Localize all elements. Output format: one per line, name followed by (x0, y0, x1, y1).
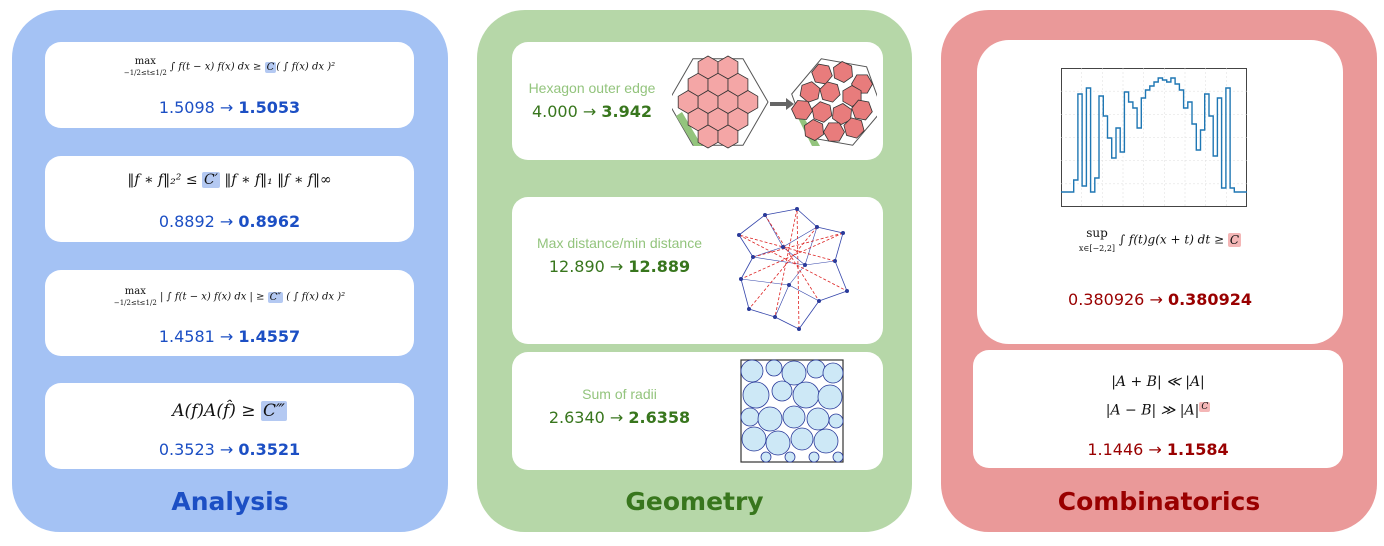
combinatorics-formula-2a: |A + B| ≪ |A| (1111, 374, 1205, 390)
constant-c-prime: C′ (202, 172, 220, 188)
combinatorics-panel: sup x∈[−2,2] ∫ f(t)g(x + t) dt ≥ C 0.380… (941, 10, 1377, 532)
hexagon-packing-illustration (672, 55, 877, 149)
geometry-label-3: Sum of radii (582, 386, 657, 402)
geometry-card-radii: Sum of radii 2.6340 → 2.6358 (512, 352, 883, 470)
hexagon-packing-after (791, 58, 877, 146)
point-configuration-illustration (737, 207, 849, 331)
constant-c-exponent: C (1199, 402, 1211, 412)
geometry-result-2: 12.890 → 12.889 (548, 257, 691, 276)
constant-c-triple-prime: C‴ (260, 401, 287, 421)
analysis-card-3: max −1/2≤t≤1/2 | ∫ f(t − x) f(x) dx | ≥ … (45, 270, 414, 356)
analysis-formula-2: ‖f ∗ f‖₂² ≤ C′ ‖f ∗ f‖₁ ‖f ∗ f‖∞ (127, 172, 332, 188)
analysis-result-1: 1.5098 → 1.5053 (158, 98, 301, 117)
analysis-result-3: 1.4581 → 1.4557 (158, 327, 301, 346)
analysis-title: Analysis (171, 487, 289, 516)
geometry-card-distance: Max distance/min distance 12.890 → 12.88… (512, 197, 883, 344)
combinatorics-result-2: 1.1446 → 1.1584 (1087, 440, 1229, 459)
geometry-panel: Hexagon outer edge 4.000 → 3.942 Max dis… (477, 10, 912, 532)
combinatorics-formula-1: sup x∈[−2,2] ∫ f(t)g(x + t) dt ≥ C (1078, 226, 1242, 253)
analysis-formula-1: max −1/2≤t≤1/2 ∫ f(t − x) f(x) dx ≥ C( ∫… (123, 56, 336, 77)
geometry-label-2: Max distance/min distance (537, 235, 702, 251)
geometry-title: Geometry (625, 487, 764, 516)
constant-c: C (1227, 232, 1242, 247)
analysis-panel: max −1/2≤t≤1/2 ∫ f(t − x) f(x) dx ≥ C( ∫… (12, 10, 448, 532)
combinatorics-formula-2b: |A − B| ≫ |A| C (1105, 402, 1211, 419)
analysis-formula-3: max −1/2≤t≤1/2 | ∫ f(t − x) f(x) dx | ≥ … (113, 286, 346, 307)
hexagon-packing-before (672, 55, 769, 149)
analysis-card-4: A(f)A(f̂) ≥ C‴ 0.3523 → 0.3521 (45, 383, 414, 469)
geometry-label-1: Hexagon outer edge (528, 80, 656, 96)
circle-packing-illustration (740, 359, 844, 463)
analysis-result-4: 0.3523 → 0.3521 (158, 440, 301, 459)
arrow-icon (770, 98, 794, 110)
combinatorics-card-2: |A + B| ≪ |A| |A − B| ≫ |A| C 1.1446 → 1.… (973, 350, 1343, 468)
combinatorics-card-1: sup x∈[−2,2] ∫ f(t)g(x + t) dt ≥ C 0.380… (977, 40, 1343, 344)
geometry-result-3: 2.6340 → 2.6358 (548, 408, 691, 427)
analysis-card-1: max −1/2≤t≤1/2 ∫ f(t − x) f(x) dx ≥ C( ∫… (45, 42, 414, 128)
constant-c: C (264, 61, 277, 73)
combinatorics-title: Combinatorics (1057, 487, 1261, 516)
analysis-formula-4: A(f)A(f̂) ≥ C‴ (172, 401, 287, 421)
step-function-plot (1061, 68, 1247, 207)
geometry-result-1: 4.000 → 3.942 (531, 102, 652, 121)
geometry-card-hexagon: Hexagon outer edge 4.000 → 3.942 (512, 42, 883, 160)
combinatorics-result-1: 0.380926 → 0.380924 (1068, 290, 1252, 309)
analysis-result-2: 0.8892 → 0.8962 (158, 212, 301, 231)
analysis-card-2: ‖f ∗ f‖₂² ≤ C′ ‖f ∗ f‖₁ ‖f ∗ f‖∞ 0.8892 … (45, 156, 414, 242)
constant-c-double-prime: C″ (267, 291, 284, 303)
